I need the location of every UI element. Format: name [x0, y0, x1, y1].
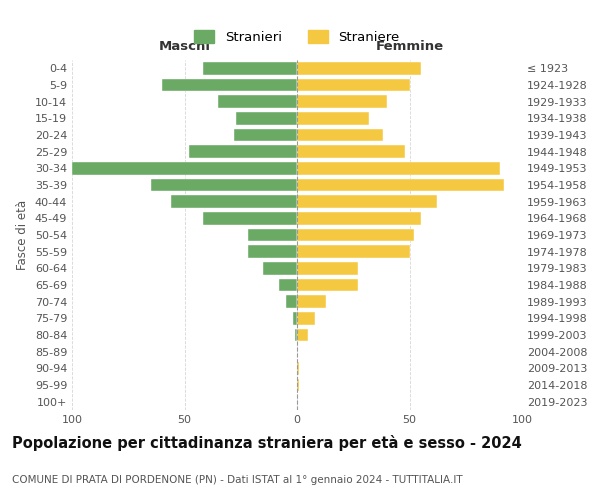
Y-axis label: Fasce di età: Fasce di età [16, 200, 29, 270]
Bar [297, 212, 421, 224]
Bar [297, 196, 437, 208]
Text: Femmine: Femmine [376, 40, 443, 54]
Bar [297, 312, 315, 324]
Bar [171, 196, 297, 208]
Bar [297, 328, 308, 341]
Bar [297, 162, 499, 174]
Bar [297, 262, 358, 274]
Bar [293, 312, 297, 324]
Bar [236, 112, 297, 124]
Bar [203, 212, 297, 224]
Bar [248, 246, 297, 258]
Bar [263, 262, 297, 274]
Bar [162, 78, 297, 91]
Bar [297, 278, 358, 291]
Legend: Stranieri, Straniere: Stranieri, Straniere [189, 24, 405, 50]
Bar [297, 362, 299, 374]
Bar [72, 162, 297, 174]
Bar [297, 78, 409, 91]
Bar [297, 62, 421, 74]
Bar [295, 328, 297, 341]
Text: COMUNE DI PRATA DI PORDENONE (PN) - Dati ISTAT al 1° gennaio 2024 - TUTTITALIA.I: COMUNE DI PRATA DI PORDENONE (PN) - Dati… [12, 475, 463, 485]
Bar [297, 378, 299, 391]
Bar [297, 228, 414, 241]
Bar [297, 246, 409, 258]
Bar [297, 128, 383, 141]
Bar [286, 296, 297, 308]
Bar [248, 228, 297, 241]
Bar [218, 96, 297, 108]
Bar [234, 128, 297, 141]
Bar [203, 62, 297, 74]
Bar [297, 296, 326, 308]
Bar [151, 178, 297, 191]
Text: Maschi: Maschi [158, 40, 211, 54]
Bar [297, 178, 504, 191]
Text: Popolazione per cittadinanza straniera per età e sesso - 2024: Popolazione per cittadinanza straniera p… [12, 435, 522, 451]
Bar [279, 278, 297, 291]
Bar [297, 146, 405, 158]
Bar [297, 112, 369, 124]
Bar [189, 146, 297, 158]
Bar [297, 96, 387, 108]
